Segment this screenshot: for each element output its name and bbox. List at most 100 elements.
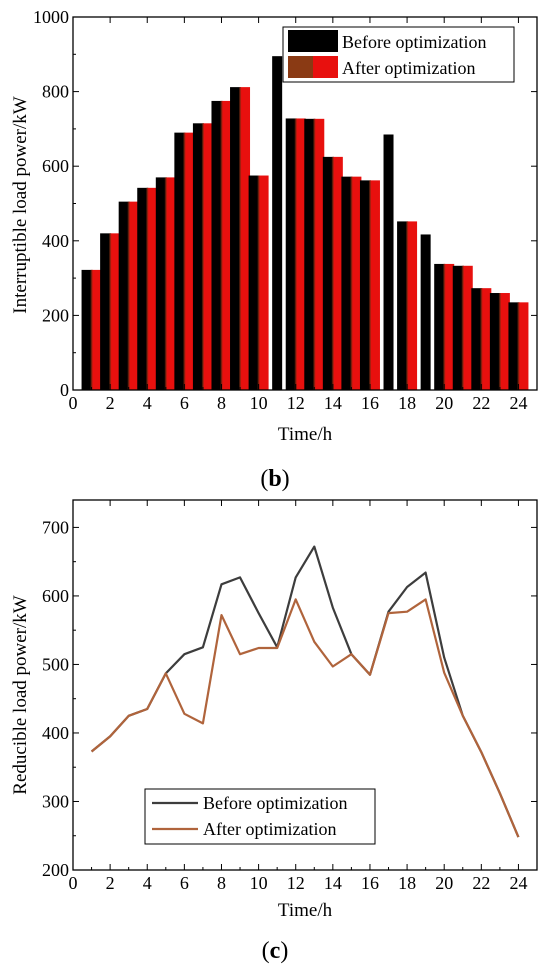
legend-swatch-after [313, 56, 338, 78]
bar-edge [294, 118, 297, 391]
y-tick-label: 300 [42, 791, 69, 811]
x-tick-label: 14 [324, 873, 342, 893]
bar-before [100, 233, 112, 390]
bar-after [351, 176, 362, 390]
bar-edge [350, 176, 353, 390]
y-tick-label: 600 [42, 156, 69, 176]
bar-after [258, 175, 269, 390]
bar-edge [498, 293, 501, 390]
bar-before [434, 263, 446, 390]
x-tick-label: 20 [435, 873, 453, 893]
bar-edge [146, 187, 149, 390]
x-tick-label: 24 [509, 393, 527, 413]
bar-before [211, 100, 223, 391]
bar-before [452, 265, 464, 390]
bar-edge [443, 263, 446, 390]
x-tick-label: 2 [106, 873, 115, 893]
bar-before [489, 293, 501, 390]
x-tick-label: 0 [69, 873, 78, 893]
bar-after [295, 118, 306, 391]
bar-after [202, 123, 213, 391]
y-tick-label: 400 [42, 723, 69, 743]
x-tick-label: 8 [217, 873, 226, 893]
legend-label-after: After optimization [342, 58, 475, 78]
chart-c: 0 2 4 6 8 10 12 14 16 18 20 22 24200300400500600700 … [10, 499, 538, 964]
x-tick-label: 0 [69, 393, 78, 413]
bar-edge [90, 269, 93, 390]
legend-label-before: Before optimization [203, 793, 347, 813]
y-tick-label: 0 [60, 380, 69, 400]
y-tick-label: 500 [42, 654, 69, 674]
bar-edge [313, 118, 316, 390]
x-tick-label: 22 [472, 393, 490, 413]
bar-after [184, 132, 195, 390]
bar-after [165, 177, 176, 390]
bar-after [221, 100, 232, 391]
bar-after [407, 221, 418, 390]
bar-edge [368, 180, 371, 390]
bar-before [118, 201, 130, 390]
bar-edge [220, 100, 223, 391]
y-tick-label: 800 [42, 82, 69, 102]
legend-label-before: Before optimization [342, 32, 486, 52]
bar-edge [201, 123, 204, 391]
x-tick-label: 2 [106, 393, 115, 413]
bar-after [91, 269, 102, 390]
bar-before [81, 269, 93, 390]
bar-after [499, 293, 510, 390]
y-tick-label: 1000 [33, 7, 69, 27]
plot-frame [72, 499, 538, 871]
bar-after [314, 118, 325, 390]
bar-after [444, 263, 455, 390]
bar-edge [164, 177, 167, 390]
x-axis-label: Time/h [278, 900, 333, 921]
y-tick-label: 200 [42, 305, 69, 325]
bar-before [137, 187, 149, 390]
x-tick-label: 4 [143, 393, 152, 413]
y-tick-label: 400 [42, 231, 69, 251]
bar-before [192, 123, 204, 391]
bar-edge [406, 221, 409, 390]
x-tick-label: 10 [250, 873, 268, 893]
series-line-after [90, 598, 520, 838]
x-tick-label: 18 [398, 393, 416, 413]
legend-label-after: After optimization [203, 819, 336, 839]
x-tick-label: 22 [472, 873, 490, 893]
bar-before [155, 177, 167, 390]
y-tick-label: 600 [42, 586, 69, 606]
bar-after [462, 265, 473, 390]
bar-after [518, 302, 529, 390]
bar-before [174, 132, 186, 390]
x-tick-label: 16 [361, 873, 379, 893]
bar-edge [257, 175, 260, 390]
x-tick-label: 8 [217, 393, 226, 413]
panel-label-b: (b) [260, 466, 289, 492]
x-tick-label: 20 [435, 393, 453, 413]
y-axis-label: Reducible load power/kW [10, 595, 31, 795]
legend-swatch-after-dark [288, 56, 313, 78]
bar-after [147, 187, 158, 390]
x-tick-label: 6 [180, 873, 189, 893]
line-series-group [90, 545, 520, 838]
x-tick-label: 14 [324, 393, 342, 413]
bar-before [383, 134, 394, 390]
x-axis-label: Time/h [278, 424, 333, 445]
x-tick-label: 6 [180, 393, 189, 413]
bar-before [420, 234, 431, 390]
bar-before [359, 180, 371, 390]
bar-edge [331, 156, 334, 390]
y-tick-label: 200 [42, 860, 69, 880]
x-tick-label: 24 [509, 873, 527, 893]
x-tick-label: 16 [361, 393, 379, 413]
bar-edge [239, 87, 242, 391]
bar-before [304, 118, 316, 390]
bar-edge [109, 233, 112, 390]
legend: Before optimization After optimization [282, 26, 515, 83]
x-tick-label: 12 [287, 873, 305, 893]
bar-before [272, 56, 283, 390]
bar-series-group [81, 56, 529, 391]
